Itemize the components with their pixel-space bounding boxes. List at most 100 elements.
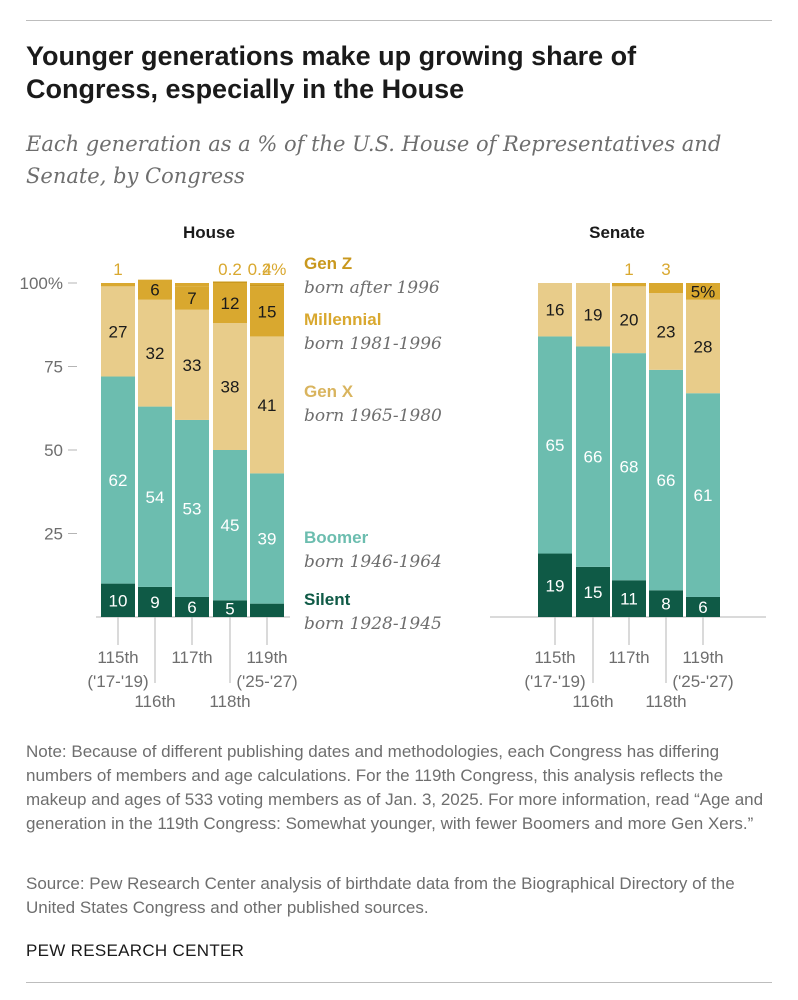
bar-segment-filler [250,283,284,286]
bar-segment-gen-z [213,281,247,283]
x-category-label: 116th [134,692,175,711]
legend-desc: born 1981-1996 [304,334,442,354]
data-label: 19 [546,576,565,595]
data-label-above: 3 [661,260,670,279]
data-label: 32 [146,344,165,363]
x-category-label: 118th [209,692,250,711]
data-label: 53 [183,499,202,518]
legend-name-millennial: Millennial [304,310,381,329]
data-label: 28 [694,337,713,356]
data-label-above: 0.2 [218,260,242,279]
data-label: 12 [221,294,240,313]
x-category-label: 119th [682,648,723,667]
y-tick-label: 25 [44,525,63,544]
bar-segment-silent [576,566,610,617]
bar-segment-boomer [250,473,284,604]
y-tick-label: 75 [44,358,63,377]
data-label: 23 [657,322,676,341]
chart-title: Younger generations make up growing shar… [26,41,637,104]
panel-title-house: House [183,223,235,242]
panel-title-senate: Senate [589,223,645,242]
bar-segment-silent [101,583,135,617]
bar-segment-millennial [175,286,209,310]
bar-segment-gen-x [101,286,135,377]
data-label-above: 0.2% [248,260,287,279]
data-label: 5% [691,282,716,301]
bar-segment-filler [175,283,209,287]
legend-desc: born 1965-1980 [304,406,442,426]
bar-segment-millennial [213,283,247,324]
bar-segment-gen-z [250,284,284,287]
legend-name-gen-z: Gen Z [304,254,352,273]
data-label: 45 [221,516,240,535]
legend-name-boomer: Boomer [304,528,369,547]
bar-segment-boomer [649,369,683,591]
bar-segment-boomer [213,450,247,601]
data-label: 6 [150,281,159,300]
bar-segment-gen-x [576,283,610,347]
x-category-label: 115th [97,648,138,667]
y-tick-label: 50 [44,441,63,460]
data-label-above: 1 [113,260,122,279]
data-label: 6 [187,598,196,617]
legend-desc: born 1928-1945 [304,614,442,634]
y-tick-label: 100% [20,274,63,293]
bar-segment-gen-x [612,286,646,354]
legend-desc: born after 1996 [304,278,440,298]
bar-segment-boomer [101,376,135,584]
bar-segment-gen-x [649,293,683,370]
x-category-sublabel: ('17-'19) [524,672,585,691]
bar-segment-silent [250,603,284,617]
data-label: 7 [187,289,196,308]
x-category-label: 117th [171,648,212,667]
data-label: 6 [698,598,707,617]
data-label: 9 [150,593,159,612]
bar-segment-gen-x [175,309,209,420]
bar-segment-silent [686,596,720,617]
bottom-rule [26,982,772,983]
data-label: 20 [620,311,639,330]
data-label: 27 [109,322,128,341]
data-label: 8 [661,595,670,614]
bar-segment-silent [649,590,683,617]
bar-segment-silent [175,596,209,617]
bar-segment-millennial [138,279,172,300]
bar-segment-silent [538,553,572,617]
bar-segment-millennial [250,286,284,337]
data-label: 16 [546,301,565,320]
bar-segment-silent [213,600,247,617]
data-label: 41 [258,396,277,415]
x-category-sublabel: ('25-'27) [236,672,297,691]
x-category-label: 119th [246,648,287,667]
data-label: 19 [584,306,603,325]
bar-segment-boomer [138,406,172,587]
data-label-above: 4 [262,260,271,279]
data-label: 38 [221,378,240,397]
x-category-label: 118th [645,692,686,711]
data-label-above: 1 [624,260,633,279]
bar-segment-boomer [686,393,720,597]
legend-desc: born 1946-1964 [304,552,442,572]
data-label: 10 [109,591,128,610]
brand-label: PEW RESEARCH CENTER [26,941,245,960]
data-label: 15 [584,583,603,602]
data-label: 15 [258,302,277,321]
x-category-sublabel: ('17-'19) [87,672,148,691]
data-label: 65 [546,436,565,455]
chart-subtitle: Each generation as a % of the U.S. House… [26,132,722,188]
data-label: 5 [225,600,234,619]
data-label: 66 [584,448,603,467]
bar-segment-millennial [612,283,646,287]
data-label: 54 [146,488,165,507]
bar-segment-silent [138,586,172,617]
x-category-label: 115th [534,648,575,667]
data-label: 68 [620,458,639,477]
chart-note: Note: Because of different publishing da… [26,742,764,833]
bar-segment-millennial [686,283,720,300]
bar-segment-gen-x [538,283,572,337]
bar-segment-millennial [101,283,135,287]
data-label: 11 [620,590,638,609]
x-category-label: 116th [572,692,613,711]
data-label: 62 [109,471,128,490]
bar-segment-gen-x [213,323,247,450]
